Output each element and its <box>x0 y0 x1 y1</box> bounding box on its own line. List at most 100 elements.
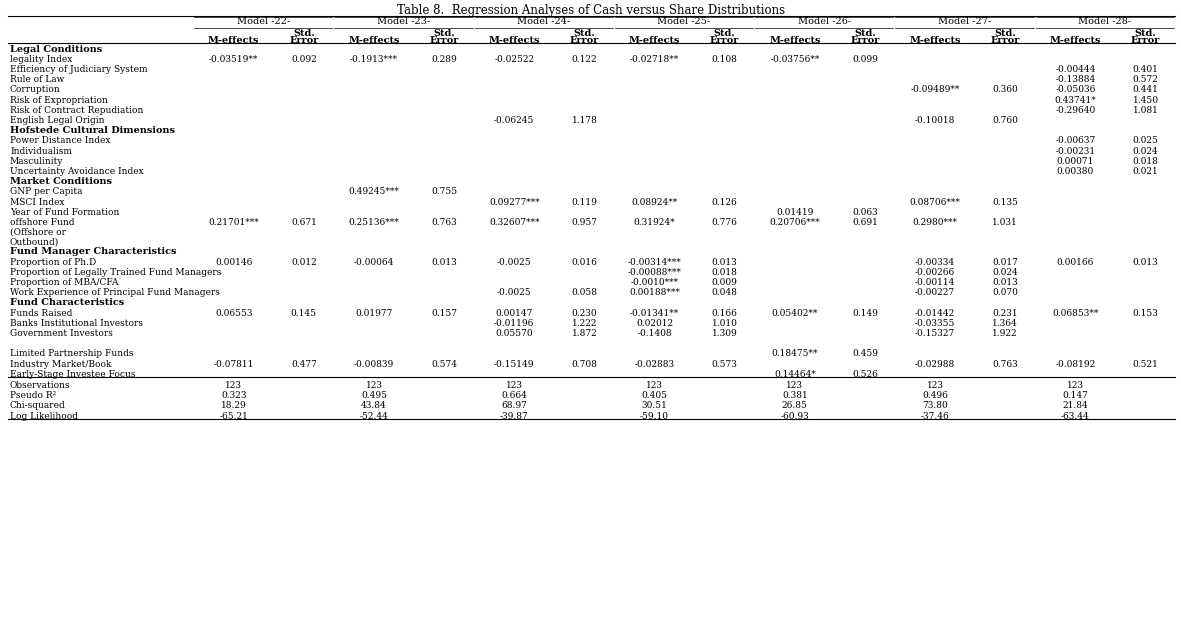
Text: -65.21: -65.21 <box>220 412 248 421</box>
Text: -0.03756**: -0.03756** <box>770 55 820 64</box>
Text: -0.08192: -0.08192 <box>1056 360 1096 369</box>
Text: -0.01196: -0.01196 <box>494 319 535 328</box>
Text: 0.025: 0.025 <box>1133 136 1159 145</box>
Text: 0.157: 0.157 <box>431 309 457 318</box>
Text: Risk of Contract Repudiation: Risk of Contract Repudiation <box>9 106 143 115</box>
Text: 123: 123 <box>226 381 242 390</box>
Text: Early-Stage Investee Focus: Early-Stage Investee Focus <box>9 370 136 379</box>
Text: 0.06853**: 0.06853** <box>1052 309 1098 318</box>
Text: 123: 123 <box>927 381 944 390</box>
Text: 0.145: 0.145 <box>291 309 317 318</box>
Text: 0.149: 0.149 <box>852 309 877 318</box>
Text: 0.018: 0.018 <box>712 268 738 277</box>
Text: 1.222: 1.222 <box>572 319 598 328</box>
Text: 0.289: 0.289 <box>431 55 457 64</box>
Text: -0.01341**: -0.01341** <box>629 309 679 318</box>
Text: 0.119: 0.119 <box>572 198 598 207</box>
Text: Proportion of Ph.D: Proportion of Ph.D <box>9 257 96 266</box>
Text: 0.360: 0.360 <box>992 85 1018 94</box>
Text: offshore Fund: offshore Fund <box>9 218 74 227</box>
Text: -0.00637: -0.00637 <box>1056 136 1096 145</box>
Text: 21.84: 21.84 <box>1063 401 1088 410</box>
Text: 123: 123 <box>365 381 383 390</box>
Text: 0.477: 0.477 <box>291 360 317 369</box>
Text: 0.012: 0.012 <box>291 257 317 266</box>
Text: 0.441: 0.441 <box>1133 85 1159 94</box>
Text: 68.97: 68.97 <box>501 401 527 410</box>
Text: Error: Error <box>991 36 1020 45</box>
Text: 0.013: 0.013 <box>431 257 457 266</box>
Text: 1.364: 1.364 <box>992 319 1018 328</box>
Text: -63.44: -63.44 <box>1061 412 1090 421</box>
Text: -60.93: -60.93 <box>781 412 809 421</box>
Text: 0.166: 0.166 <box>712 309 738 318</box>
Text: 0.08924**: 0.08924** <box>632 198 678 207</box>
Text: M-effects: M-effects <box>909 36 961 45</box>
Text: M-effects: M-effects <box>769 36 821 45</box>
Text: 0.092: 0.092 <box>291 55 317 64</box>
Text: 0.671: 0.671 <box>291 218 317 227</box>
Text: -0.01442: -0.01442 <box>915 309 955 318</box>
Text: 0.957: 0.957 <box>572 218 598 227</box>
Text: M-effects: M-effects <box>348 36 399 45</box>
Text: -0.00444: -0.00444 <box>1055 65 1096 74</box>
Text: -0.03355: -0.03355 <box>915 319 955 328</box>
Text: Year of Fund Formation: Year of Fund Formation <box>9 208 119 217</box>
Text: 0.21701***: 0.21701*** <box>208 218 259 227</box>
Text: 0.572: 0.572 <box>1133 75 1159 84</box>
Text: 0.108: 0.108 <box>712 55 738 64</box>
Text: -0.03519**: -0.03519** <box>209 55 259 64</box>
Text: 0.058: 0.058 <box>572 288 598 297</box>
Text: 123: 123 <box>646 381 663 390</box>
Text: 18.29: 18.29 <box>221 401 247 410</box>
Text: Corruption: Corruption <box>9 85 60 94</box>
Text: 0.2980***: 0.2980*** <box>913 218 958 227</box>
Text: Masculinity: Masculinity <box>9 157 64 166</box>
Text: Power Distance Index: Power Distance Index <box>9 136 111 145</box>
Text: -0.13884: -0.13884 <box>1056 75 1096 84</box>
Text: 0.18475**: 0.18475** <box>771 349 818 358</box>
Text: 26.85: 26.85 <box>782 401 808 410</box>
Text: Efficiency of Judiciary System: Efficiency of Judiciary System <box>9 65 148 74</box>
Text: -0.00231: -0.00231 <box>1056 146 1096 155</box>
Text: -0.05036: -0.05036 <box>1055 85 1096 94</box>
Text: Std.: Std. <box>574 29 595 38</box>
Text: 0.01419: 0.01419 <box>776 208 814 217</box>
Text: Fund Manager Characteristics: Fund Manager Characteristics <box>9 247 176 257</box>
Text: -0.10018: -0.10018 <box>915 116 955 125</box>
Text: Error: Error <box>1131 36 1160 45</box>
Text: English Legal Origin: English Legal Origin <box>9 116 104 125</box>
Text: 0.49245***: 0.49245*** <box>348 187 399 196</box>
Text: -0.0025: -0.0025 <box>497 257 531 266</box>
Text: 1.081: 1.081 <box>1133 106 1159 115</box>
Text: Error: Error <box>850 36 880 45</box>
Text: Error: Error <box>710 36 739 45</box>
Text: 0.021: 0.021 <box>1133 167 1159 176</box>
Text: Std.: Std. <box>854 29 876 38</box>
Text: legality Index: legality Index <box>9 55 72 64</box>
Text: Market Conditions: Market Conditions <box>9 177 112 186</box>
Text: 0.009: 0.009 <box>712 278 738 287</box>
Text: 0.459: 0.459 <box>852 349 877 358</box>
Text: Log Likelihood: Log Likelihood <box>9 412 78 421</box>
Text: Uncertainty Avoidance Index: Uncertainty Avoidance Index <box>9 167 144 176</box>
Text: 123: 123 <box>787 381 803 390</box>
Text: -0.02883: -0.02883 <box>634 360 674 369</box>
Text: Individualism: Individualism <box>9 146 72 155</box>
Text: 1.178: 1.178 <box>572 116 598 125</box>
Text: -0.02988: -0.02988 <box>915 360 955 369</box>
Text: 0.323: 0.323 <box>221 391 247 400</box>
Text: Industry Market/Book: Industry Market/Book <box>9 360 111 369</box>
Text: 0.00071: 0.00071 <box>1057 157 1094 166</box>
Text: M-effects: M-effects <box>208 36 260 45</box>
Text: -0.0010***: -0.0010*** <box>631 278 679 287</box>
Text: Error: Error <box>430 36 458 45</box>
Text: 0.122: 0.122 <box>572 55 598 64</box>
Text: 0.00166: 0.00166 <box>1057 257 1094 266</box>
Text: Std.: Std. <box>293 29 314 38</box>
Text: Observations: Observations <box>9 381 71 390</box>
Text: Model -24-: Model -24- <box>517 17 570 26</box>
Text: 0.016: 0.016 <box>572 257 598 266</box>
Text: 1.450: 1.450 <box>1133 96 1159 105</box>
Text: 0.763: 0.763 <box>431 218 457 227</box>
